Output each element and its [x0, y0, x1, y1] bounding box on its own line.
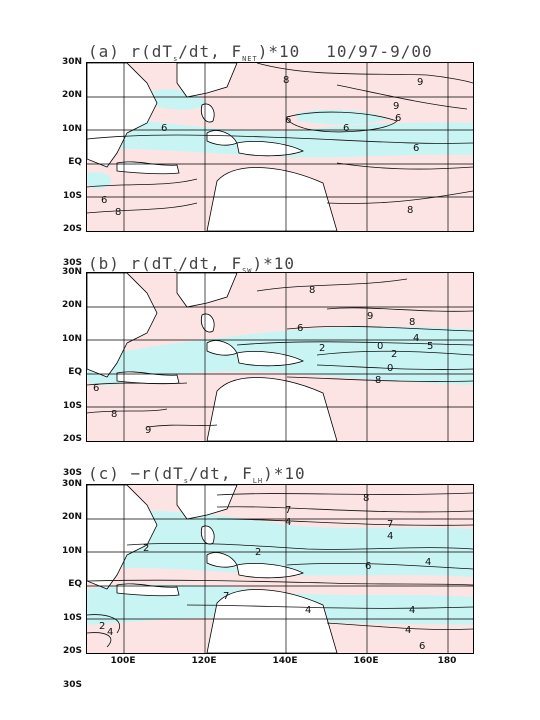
lon-label: 180 [437, 656, 457, 666]
contour-label: 9 [417, 77, 423, 88]
panel-b-svg: 8 9 8 6 2 2 0 4 5 0 8 8 9 6 [87, 273, 473, 441]
panel-a-title: (a) r(dTs/dt, FNET)*10 10/97-9/00 [88, 42, 433, 64]
contour-label: 4 [405, 625, 411, 636]
contour-label: 4 [413, 333, 419, 344]
contour-label: 2 [391, 349, 397, 360]
lat-lon-grid [87, 485, 473, 653]
lat-label: EQ [68, 157, 82, 167]
contour-label: 4 [425, 557, 431, 568]
contour-lines [87, 63, 473, 214]
lat-lon-grid [87, 63, 473, 231]
contour-labels: 8 7 7 4 4 2 2 4 6 4 7 4 4 2 6 4 [99, 493, 431, 652]
contour-label: 4 [305, 605, 311, 616]
lat-label: 20N [61, 512, 82, 522]
lon-label: 120E [191, 656, 217, 666]
lat-label: 20S [62, 224, 82, 234]
lat-label: 20S [62, 434, 82, 444]
contour-label: 6 [365, 561, 371, 572]
contour-label: 7 [387, 519, 393, 530]
contour-label: 8 [409, 317, 415, 328]
lat-label: 10S [62, 401, 82, 411]
contour-label: 4 [107, 627, 113, 638]
landmass [87, 485, 338, 653]
contour-label: 4 [387, 531, 393, 542]
panel-b-map: 8 9 8 6 2 2 0 4 5 0 8 8 9 6 [86, 272, 474, 442]
contour-label: 5 [427, 341, 433, 352]
contour-label: 6 [395, 113, 401, 124]
lat-label: EQ [68, 367, 82, 377]
lat-label: 10S [62, 191, 82, 201]
contour-label: 2 [143, 543, 149, 554]
landmass [87, 63, 338, 231]
contour-label: 9 [393, 101, 399, 112]
contour-label: 4 [409, 605, 415, 616]
contour-label: 8 [363, 493, 369, 504]
contour-label: 8 [407, 205, 413, 216]
contour-label: 7 [223, 591, 229, 602]
lat-label: 30S [62, 680, 82, 690]
contour-label: 2 [99, 621, 105, 632]
lat-label: 30S [62, 258, 82, 268]
lat-label: 10N [61, 124, 82, 134]
date-range: 10/97-9/00 [326, 42, 433, 61]
lat-label: 30N [61, 267, 82, 277]
contour-label: 6 [419, 641, 425, 652]
panel-b-title: (b) r(dTs/dt, FSW)*10 [88, 254, 296, 276]
contour-label: 8 [309, 285, 315, 296]
lat-label: 10N [61, 546, 82, 556]
contour-label: 6 [343, 123, 349, 134]
contour-label: 0 [377, 341, 383, 352]
contour-label: 9 [145, 425, 151, 436]
contour-labels: 8 9 9 6 6 6 6 6 8 8 6 [101, 75, 423, 218]
panel-a-map: 8 9 9 6 6 6 6 6 8 8 6 [86, 62, 474, 232]
contour-label: 0 [387, 363, 393, 374]
lat-label: 10S [62, 613, 82, 623]
lat-label: 20N [61, 90, 82, 100]
panel-c-map: 8 7 7 4 4 2 2 4 6 4 7 4 4 2 6 4 [86, 484, 474, 654]
contour-lines [87, 492, 473, 648]
contour-label: 7 [285, 505, 291, 516]
contour-label: 9 [367, 311, 373, 322]
contour-label: 6 [161, 123, 167, 134]
contour-lines [87, 278, 473, 428]
lat-label: 30N [61, 57, 82, 67]
lat-label: 30N [61, 479, 82, 489]
landmass [87, 273, 338, 441]
lon-label: 160E [353, 656, 379, 666]
lat-label: 30S [62, 468, 82, 478]
contour-label: 6 [297, 323, 303, 334]
contour-label: 6 [413, 143, 419, 154]
lat-label: EQ [68, 579, 82, 589]
contour-label: 6 [93, 383, 99, 394]
contour-label: 6 [285, 115, 291, 126]
contour-label: 8 [375, 375, 381, 386]
panel-c-title: (c) −r(dTs/dt, FLH)*10 [88, 464, 306, 486]
lon-label: 140E [272, 656, 298, 666]
contour-label: 8 [283, 75, 289, 86]
lat-label: 20S [62, 646, 82, 656]
lon-label: 100E [110, 656, 136, 666]
contour-labels: 8 9 8 6 2 2 0 4 5 0 8 8 9 6 [93, 285, 433, 436]
lat-label: 20N [61, 300, 82, 310]
panel-a-svg: 8 9 9 6 6 6 6 6 8 8 6 [87, 63, 473, 231]
contour-label: 8 [115, 207, 121, 218]
contour-label: 2 [255, 547, 261, 558]
lat-label: 10N [61, 334, 82, 344]
contour-label: 8 [111, 409, 117, 420]
contour-label: 4 [285, 517, 291, 528]
contour-label: 2 [319, 343, 325, 354]
panel-c-svg: 8 7 7 4 4 2 2 4 6 4 7 4 4 2 6 4 [87, 485, 473, 653]
contour-label: 6 [101, 195, 107, 206]
lat-lon-grid [87, 273, 473, 441]
